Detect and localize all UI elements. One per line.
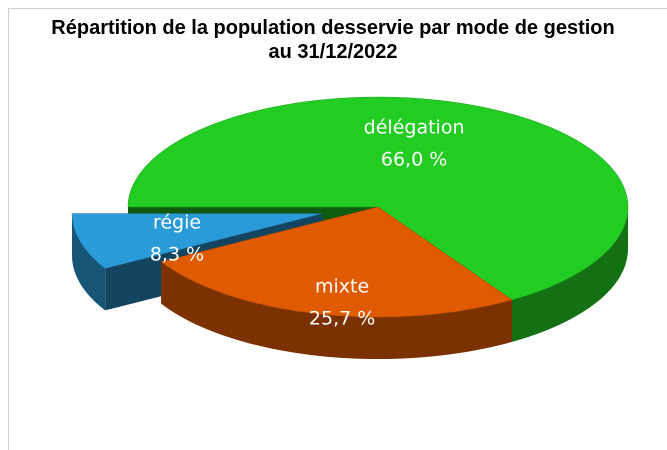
slice-wall [161,261,512,360]
value-label: 25,7 % [309,308,375,330]
slice-wall [71,213,106,311]
slice-label: régie [153,212,201,234]
value-label: 8,3 % [150,244,204,266]
slice-label: délégation [364,117,465,139]
value-label: 66,0 % [381,149,447,171]
chart-title: Répartition de la population desservie p… [51,17,615,63]
slice-wall [512,207,629,342]
slice-label: mixte [315,276,369,298]
chart-border [8,8,667,450]
slice [127,96,629,301]
layer [71,207,629,360]
layer [71,96,629,318]
slice [160,206,513,318]
slice [71,213,323,269]
